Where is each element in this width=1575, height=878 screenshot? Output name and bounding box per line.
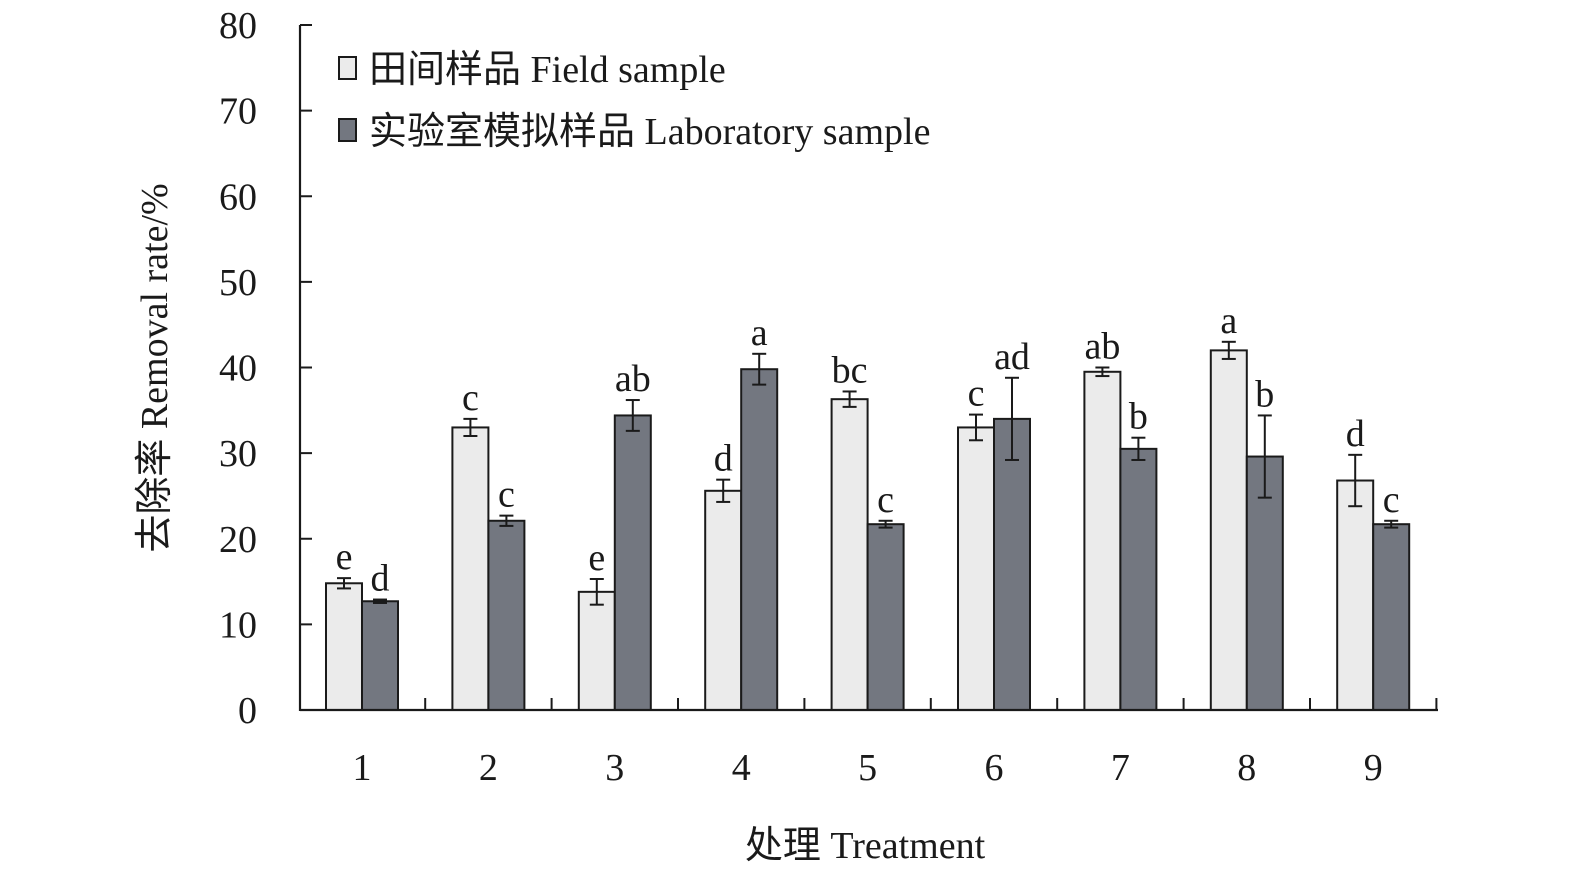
significance-letter: c xyxy=(877,479,894,521)
x-axis-title: 处理 Treatment xyxy=(745,825,986,867)
y-axis-title: 去除率 Removal rate/% xyxy=(134,183,176,552)
bar-lab xyxy=(1372,523,1411,711)
significance-letter: e xyxy=(588,537,605,579)
y-tick-label: 10 xyxy=(219,604,257,646)
significance-letter: d xyxy=(1346,413,1365,455)
significance-letter: bc xyxy=(832,349,868,391)
bar-field xyxy=(577,590,616,712)
bar-field xyxy=(1209,349,1248,711)
legend-label-lab: 实验室模拟样品 Laboratory sample xyxy=(369,111,930,153)
bars-layer xyxy=(325,349,1411,712)
bar-lab xyxy=(993,417,1031,711)
bar-field xyxy=(1336,479,1375,711)
x-tick-label: 8 xyxy=(1237,747,1256,789)
bar-field xyxy=(451,426,490,711)
bar-lab xyxy=(487,519,526,711)
y-tick-label: 30 xyxy=(219,433,257,475)
significance-letter: ab xyxy=(615,358,651,400)
x-tick-label: 6 xyxy=(985,747,1004,789)
bar-lab xyxy=(1245,455,1284,711)
y-tick-label: 20 xyxy=(219,519,257,561)
significance-letter: c xyxy=(1383,479,1400,521)
y-tick-label: 50 xyxy=(219,262,257,304)
y-tick-label: 0 xyxy=(238,690,257,732)
legend-label-field: 田间样品 Field sample xyxy=(369,49,726,91)
significance-letter: b xyxy=(1255,373,1274,415)
significance-letter: a xyxy=(1220,300,1237,342)
significance-letter: d xyxy=(371,558,390,600)
significance-letter: ad xyxy=(994,336,1030,378)
significance-letter: b xyxy=(1129,396,1148,438)
significance-letter: c xyxy=(462,377,479,419)
bar-lab xyxy=(866,523,905,711)
significance-letter: e xyxy=(336,536,353,578)
legend-swatch-field xyxy=(338,56,357,80)
bar-lab xyxy=(740,368,779,711)
y-tick-label: 40 xyxy=(219,348,257,390)
y-ticks-layer: 0 10 20 30 40 50 60 70 80 xyxy=(219,5,312,732)
x-tick-label: 1 xyxy=(353,747,372,789)
x-tick-label: 7 xyxy=(1111,747,1130,789)
y-tick-label: 60 xyxy=(219,176,257,218)
bar-field xyxy=(704,489,743,711)
bar-field xyxy=(957,426,995,711)
x-tick-label: 5 xyxy=(858,747,877,789)
error-bars-layer xyxy=(337,340,1399,606)
legend: 田间样品 Field sample 实验室模拟样品 Laboratory sam… xyxy=(338,49,930,153)
x-tick-label: 3 xyxy=(605,747,624,789)
y-tick-label: 70 xyxy=(219,91,257,133)
x-tick-label: 9 xyxy=(1364,747,1383,789)
significance-letter: c xyxy=(498,474,515,516)
bar-field xyxy=(325,582,363,712)
bar-field xyxy=(1083,370,1122,711)
significance-letter: ab xyxy=(1084,326,1120,368)
bar-lab xyxy=(1119,447,1158,711)
bar-lab xyxy=(613,414,652,711)
legend-swatch-lab xyxy=(338,118,357,142)
x-ticks-layer: 1 2 3 4 5 6 7 8 9 xyxy=(353,698,1438,789)
significance-letter: a xyxy=(751,312,768,354)
x-tick-label: 4 xyxy=(732,747,751,789)
y-tick-label: 80 xyxy=(219,5,257,47)
significance-letter: d xyxy=(714,438,733,480)
bar-field xyxy=(830,398,869,711)
significance-letter: c xyxy=(968,373,985,415)
x-tick-label: 2 xyxy=(479,747,498,789)
bar-lab xyxy=(361,600,399,711)
